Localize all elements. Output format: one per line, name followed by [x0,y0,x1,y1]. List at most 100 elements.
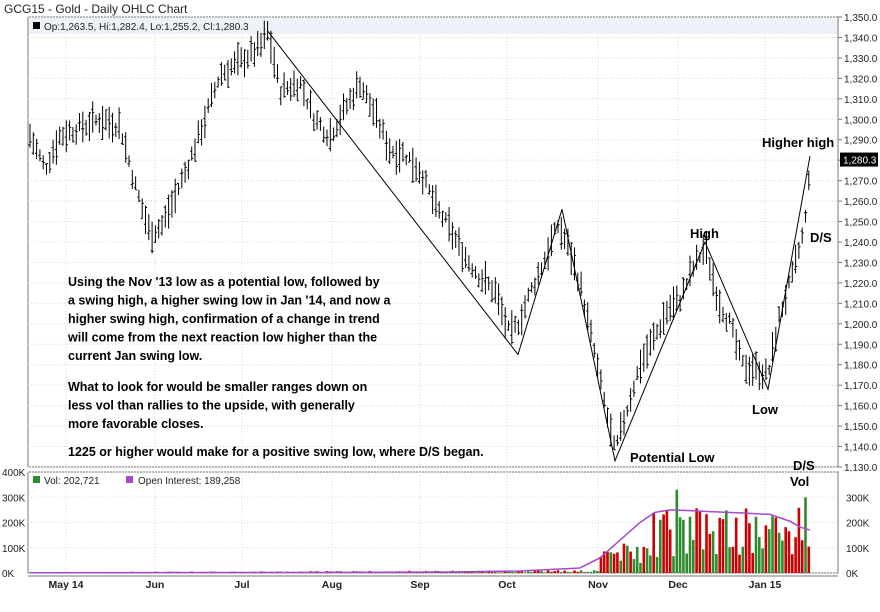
y-tick-label: 1,170.0 [844,381,878,392]
volume-bar [734,517,738,573]
volume-bar [731,546,735,573]
volume-bar [635,546,639,573]
volume-legend: Vol: 202,721 [44,476,100,487]
volume-bar [645,548,649,573]
x-tick-label: May 14 [48,579,83,591]
y-tick-label: 1,150.0 [844,422,878,433]
commentary-paragraph: less vol than rallies to the upside, wit… [68,399,355,413]
volume-bar [797,507,801,573]
volume-y-tick-right: 200K [846,519,870,530]
volume-bar [758,537,761,573]
volume-bar [774,517,778,573]
volume-bar [632,559,636,573]
y-tick-label: 1,180.0 [844,361,878,372]
volume-bar [711,531,715,573]
volume-bar [527,571,530,573]
volume-bar [622,543,626,573]
volume-bar [708,533,712,573]
chart-title: GCG15 - Gold - Daily OHLC Chart [4,2,188,16]
volume-bar [649,555,652,573]
volume-bar [692,539,695,573]
y-tick-label: 1,320.0 [844,74,878,85]
ohlc-legend: Op:1,263.5, Hi:1,282.4, Lo:1,255.2, Cl:1… [44,22,249,33]
y-tick-label: 1,230.0 [844,258,878,269]
volume-bar [807,546,811,573]
volume-bar [533,571,537,573]
volume-bar [662,514,665,573]
swing-trendline [267,31,811,463]
annotation-higher-high: Higher high [762,135,834,150]
volume-bar [748,523,751,573]
volume-y-tick-left: 0K [2,569,15,580]
volume-bar [804,497,807,573]
volume-bar [701,549,705,573]
volume-y-tick-left: 300K [2,493,26,504]
y-tick-label: 1,260.0 [844,197,878,208]
commentary-paragraph: Using the Nov '13 low as a potential low… [68,275,380,289]
volume-bar [771,516,774,573]
y-tick-label: 1,300.0 [844,115,878,126]
volume-bar [764,525,768,573]
volume-bar [593,570,596,573]
volume-bar [616,552,619,573]
volume-bar [599,556,603,573]
volume-bar [767,529,771,573]
volume-bar [540,570,543,573]
volume-bar [652,512,655,573]
y-tick-label: 1,240.0 [844,238,878,249]
volume-bar [586,571,589,573]
annotation-low: Low [752,402,779,417]
y-tick-label: 1,140.0 [844,443,878,454]
volume-bar [503,571,507,573]
volume-y-tick-left: 200K [2,519,26,530]
y-tick-label: 1,340.0 [844,33,878,44]
volume-bar [543,572,547,573]
volume-bar [705,514,708,573]
x-tick-label: Aug [322,579,342,591]
y-tick-label: 1,210.0 [844,299,878,310]
volume-bar [589,571,593,573]
volume-legend-swatch [33,476,40,483]
volume-label: Vol [790,474,809,489]
oi-legend-swatch [126,476,133,483]
y-tick-label: 1,190.0 [844,340,878,351]
volume-bar [517,571,520,573]
open-interest-legend: Open Interest: 189,258 [138,476,241,487]
y-tick-label: 1,270.0 [844,177,878,188]
volume-bar [553,570,556,573]
volume-bar [685,553,688,573]
volume-bar [741,546,745,573]
volume-y-tick-left: 400K [2,468,26,479]
x-tick-label: Dec [668,579,687,591]
volume-bar [596,570,599,573]
volume-bar [546,570,550,573]
volume-bar [787,531,791,573]
volume-bar [536,570,540,573]
volume-bar [556,570,560,573]
y-tick-label: 1,200.0 [844,320,878,331]
x-tick-label: Jan 15 [749,579,782,591]
volume-bar [751,552,754,573]
volume-bar [659,519,662,573]
volume-bar [715,554,718,573]
volume-bar [602,551,606,573]
volume-bar [754,516,758,573]
x-tick-label: Sep [410,579,429,591]
volume-bar [791,554,794,573]
x-tick-label: Nov [588,579,608,591]
volume-bar [794,537,797,573]
commentary-paragraph: more favorable closes. [68,417,203,431]
y-tick-label: 1,350.0 [844,13,878,24]
volume-bar [738,554,741,573]
commentary-paragraph: 1225 or higher would make for a positive… [68,445,484,459]
last-price-label: 1,280.3 [843,156,877,167]
volume-bar [698,511,702,573]
volume-bar [642,546,646,573]
volume-bar [695,508,698,573]
volume-bar [510,572,514,573]
volume-bar [626,545,629,573]
volume-bar [744,508,748,573]
volume-bar [566,571,570,573]
